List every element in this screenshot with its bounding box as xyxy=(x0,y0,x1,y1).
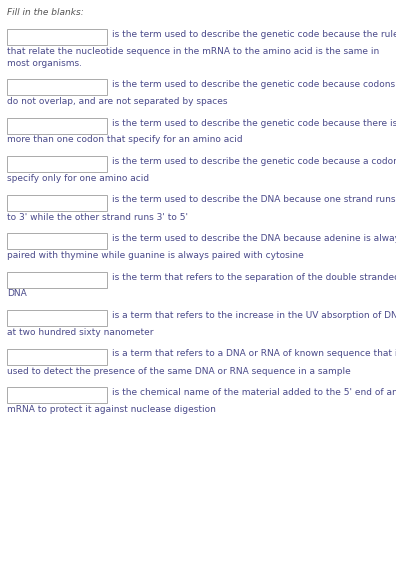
Text: is the term used to describe the genetic code because the rules: is the term used to describe the genetic… xyxy=(112,30,396,39)
Bar xyxy=(7,29,107,45)
Text: DNA: DNA xyxy=(7,289,27,299)
Text: is the term used to describe the genetic code because there is: is the term used to describe the genetic… xyxy=(112,119,396,127)
Text: more than one codon that specify for an amino acid: more than one codon that specify for an … xyxy=(7,135,243,145)
Text: is a term that refers to a DNA or RNA of known sequence that is: is a term that refers to a DNA or RNA of… xyxy=(112,350,396,358)
Bar xyxy=(7,387,107,403)
Text: is the term used to describe the genetic code because codons: is the term used to describe the genetic… xyxy=(112,80,395,89)
Bar xyxy=(7,349,107,364)
Text: at two hundred sixty nanometer: at two hundred sixty nanometer xyxy=(7,328,154,337)
Bar xyxy=(7,310,107,326)
Bar xyxy=(7,195,107,210)
Text: is the term used to describe the DNA because one strand runs 5': is the term used to describe the DNA bec… xyxy=(112,195,396,205)
Text: is the term that refers to the separation of the double stranded: is the term that refers to the separatio… xyxy=(112,272,396,282)
Text: is the term used to describe the genetic code because a codon: is the term used to describe the genetic… xyxy=(112,157,396,166)
Bar xyxy=(7,271,107,288)
Text: paired with thymine while guanine is always paired with cytosine: paired with thymine while guanine is alw… xyxy=(7,251,304,260)
Text: mRNA to protect it against nuclease digestion: mRNA to protect it against nuclease dige… xyxy=(7,405,216,414)
Text: is the chemical name of the material added to the 5' end of an: is the chemical name of the material add… xyxy=(112,388,396,397)
Text: used to detect the presence of the same DNA or RNA sequence in a sample: used to detect the presence of the same … xyxy=(7,367,351,375)
Text: to 3' while the other strand runs 3' to 5': to 3' while the other strand runs 3' to … xyxy=(7,213,188,221)
Text: do not overlap, and are not separated by spaces: do not overlap, and are not separated by… xyxy=(7,97,227,106)
Text: is the term used to describe the DNA because adenine is always: is the term used to describe the DNA bec… xyxy=(112,234,396,243)
Bar xyxy=(7,79,107,95)
Text: specify only for one amino acid: specify only for one amino acid xyxy=(7,174,149,183)
Text: most organisms.: most organisms. xyxy=(7,59,82,67)
Text: that relate the nucleotide sequence in the mRNA to the amino acid is the same in: that relate the nucleotide sequence in t… xyxy=(7,47,379,56)
Bar xyxy=(7,156,107,172)
Text: Fill in the blanks:: Fill in the blanks: xyxy=(7,8,84,17)
Text: is a term that refers to the increase in the UV absorption of DNA: is a term that refers to the increase in… xyxy=(112,311,396,320)
Bar xyxy=(7,233,107,249)
Bar xyxy=(7,117,107,134)
